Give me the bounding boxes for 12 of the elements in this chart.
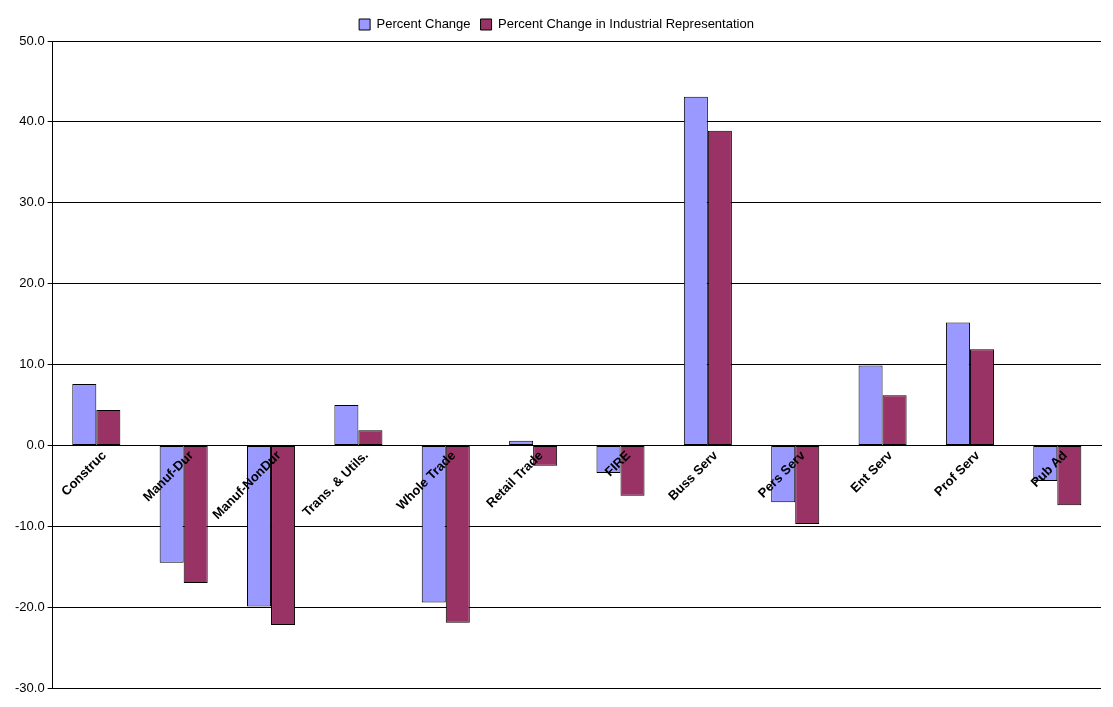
y-tick-label: -20.0 [14, 598, 45, 614]
y-tick-label: 30.0 [19, 194, 45, 210]
y-tick-label: 0.0 [26, 437, 45, 453]
y-tick-label: 20.0 [19, 275, 45, 291]
x-tick-label: Pub Ad [1027, 447, 1071, 490]
y-tick-label: 10.0 [19, 356, 45, 372]
y-tick-label: 40.0 [19, 113, 45, 129]
y-tick-label: 50.0 [19, 32, 45, 48]
legend-label: Percent Change in Industrial Representation [498, 16, 754, 32]
y-tick-label: -10.0 [14, 517, 45, 533]
legend-label: Percent Change [376, 16, 471, 32]
y-tick-label: -30.0 [14, 679, 45, 695]
